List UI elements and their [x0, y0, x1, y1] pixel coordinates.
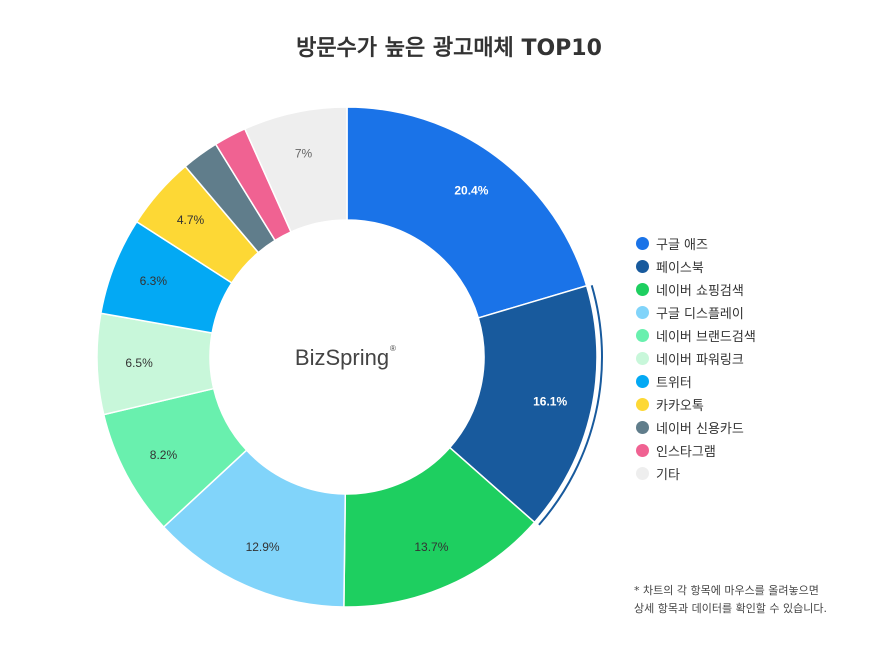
- slice-value-label-1: 20.4%: [454, 183, 488, 197]
- slice-value-label-2: 16.1%: [533, 395, 567, 409]
- legend-label: 인스타그램: [656, 445, 716, 460]
- legend-item-1[interactable]: 구글 애즈: [636, 232, 756, 255]
- legend-swatch-icon: [636, 375, 649, 388]
- slice-value-label-3: 13.7%: [414, 540, 448, 554]
- chart-footnote: * 차트의 각 항목에 마우스를 올려놓으면 상세 항목과 데이터를 확인할 수…: [634, 582, 827, 618]
- legend-label: 페이스북: [656, 261, 704, 276]
- legend-swatch-icon: [636, 444, 649, 457]
- slices-layer: [96, 106, 603, 608]
- footnote-line-1: * 차트의 각 항목에 마우스를 올려놓으면: [634, 584, 819, 597]
- legend-label: 네이버 신용카드: [656, 422, 744, 437]
- legend-label: 카카오톡: [656, 399, 704, 414]
- legend-swatch-icon: [636, 352, 649, 365]
- legend-swatch-icon: [636, 283, 649, 296]
- donut-slice-2[interactable]: [448, 284, 598, 524]
- legend-label: 네이버 쇼핑검색: [656, 284, 744, 299]
- legend-swatch-icon: [636, 467, 649, 480]
- legend-item-7[interactable]: 트위터: [636, 370, 756, 393]
- center-logo-text: BizSpring: [295, 345, 389, 370]
- legend-item-9[interactable]: 네이버 신용카드: [636, 416, 756, 439]
- chart-title: 방문수가 높은 광고매체 TOP10: [296, 36, 602, 61]
- legend-swatch-icon: [636, 398, 649, 411]
- center-logo-mark: ®: [390, 344, 396, 353]
- slice-value-label-4: 12.9%: [246, 540, 280, 554]
- legend-label: 트위터: [656, 376, 692, 391]
- legend-swatch-icon: [636, 237, 649, 250]
- slice-value-label-6: 6.5%: [125, 356, 153, 370]
- footnote-line-2: 상세 항목과 데이터를 확인할 수 있습니다.: [634, 602, 828, 615]
- slice-value-label-11: 7%: [295, 147, 313, 161]
- legend-label: 네이버 브랜드검색: [656, 330, 756, 345]
- slice-value-label-5: 8.2%: [150, 448, 178, 462]
- legend-swatch-icon: [636, 306, 649, 319]
- legend-label: 구글 디스플레이: [656, 307, 744, 322]
- donut-slice-highlight: [538, 285, 603, 526]
- donut-slice-1[interactable]: [346, 106, 588, 319]
- legend-item-8[interactable]: 카카오톡: [636, 393, 756, 416]
- legend-swatch-icon: [636, 421, 649, 434]
- legend-label: 기타: [656, 468, 680, 483]
- legend-item-4[interactable]: 구글 디스플레이: [636, 301, 756, 324]
- legend-label: 네이버 파워링크: [656, 353, 744, 368]
- legend-item-5[interactable]: 네이버 브랜드검색: [636, 324, 756, 347]
- legend-swatch-icon: [636, 329, 649, 342]
- legend-label: 구글 애즈: [656, 238, 708, 253]
- legend-item-3[interactable]: 네이버 쇼핑검색: [636, 278, 756, 301]
- slice-value-label-7: 6.3%: [140, 274, 168, 288]
- legend-item-6[interactable]: 네이버 파워링크: [636, 347, 756, 370]
- legend-swatch-icon: [636, 260, 649, 273]
- slice-value-label-8: 4.7%: [177, 213, 205, 227]
- donut-slice-11[interactable]: [243, 106, 348, 233]
- legend-item-2[interactable]: 페이스북: [636, 255, 756, 278]
- legend-item-11[interactable]: 기타: [636, 462, 756, 485]
- center-logo: BizSpring ®: [295, 344, 396, 370]
- legend-item-10[interactable]: 인스타그램: [636, 439, 756, 462]
- value-labels-layer: 20.4% 16.1% 13.7% 12.9% 8.2% 6.5% 6.3% 4.7% 7%: [125, 147, 567, 555]
